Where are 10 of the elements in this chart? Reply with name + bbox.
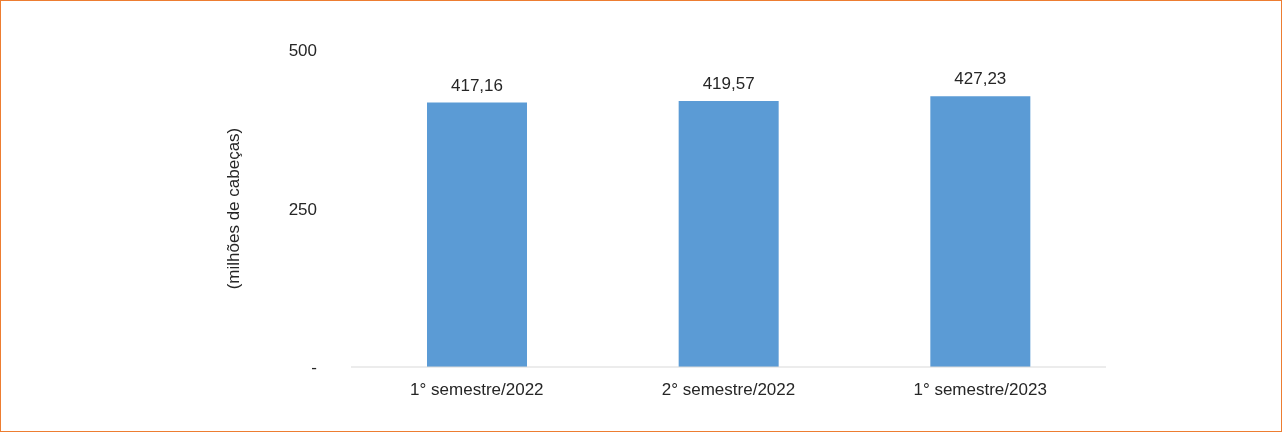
data-label: 419,57 — [702, 73, 755, 93]
x-tick-label: 1° semestre/2023 — [913, 380, 1047, 400]
y-axis-title: (milhões de cabeças) — [224, 127, 244, 290]
data-label: 417,16 — [451, 75, 503, 95]
data-label: 427,23 — [954, 69, 1007, 89]
y-tick-label: 250 — [288, 199, 317, 219]
x-tick-label: 2° semestre/2022 — [661, 380, 796, 400]
y-tick-label: - — [311, 358, 317, 378]
y-tick-label: 500 — [288, 41, 317, 61]
x-tick-label: 1° semestre/2022 — [410, 380, 544, 400]
